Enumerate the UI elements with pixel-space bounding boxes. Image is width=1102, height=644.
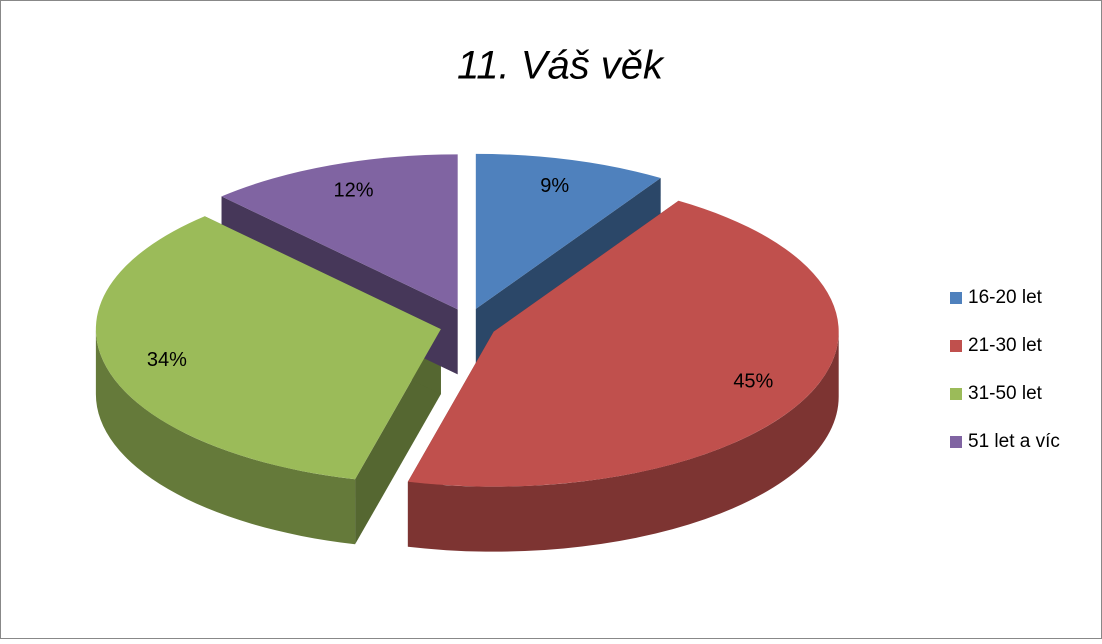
slice bbox=[407, 200, 839, 487]
slice-wall bbox=[407, 331, 839, 552]
legend-swatch bbox=[950, 340, 962, 352]
legend-swatch bbox=[950, 292, 962, 304]
labels: 9% 45% 34% 12% bbox=[147, 175, 774, 392]
slice-wall bbox=[95, 329, 356, 545]
legend: 16-20 let 21-30 let 31-50 let 51 let a víc bbox=[950, 287, 1060, 452]
data-label: 34% bbox=[147, 349, 187, 371]
slice bbox=[475, 153, 661, 309]
pie-tops bbox=[95, 153, 839, 487]
legend-label: 16-20 let bbox=[968, 287, 1043, 308]
legend-swatch bbox=[950, 388, 962, 400]
legend-swatch bbox=[950, 436, 962, 448]
legend-label: 51 let a víc bbox=[968, 431, 1060, 452]
data-label: 9% bbox=[540, 175, 569, 197]
legend-label: 21-30 let bbox=[968, 335, 1043, 356]
slice bbox=[95, 216, 441, 480]
data-label: 45% bbox=[733, 370, 773, 392]
slice bbox=[221, 154, 458, 310]
legend-label: 31-50 let bbox=[968, 383, 1043, 404]
data-label: 12% bbox=[334, 179, 374, 201]
chart-title: 11. Váš věk bbox=[457, 44, 665, 88]
